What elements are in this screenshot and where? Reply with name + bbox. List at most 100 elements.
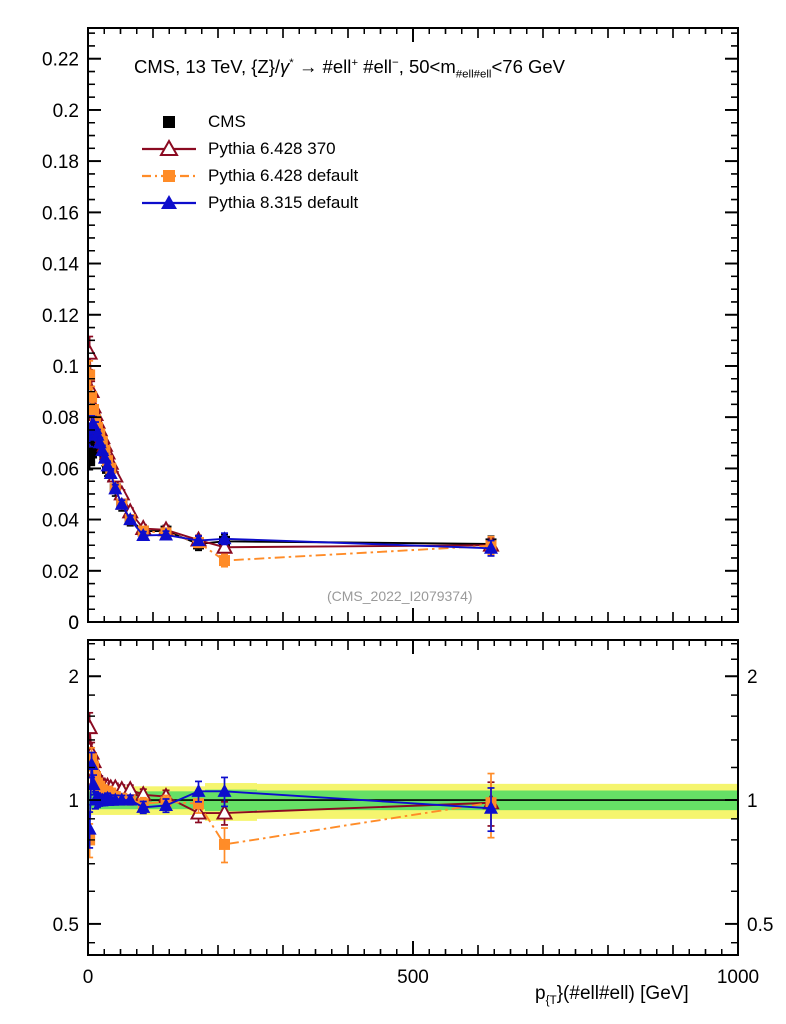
xtick-label: 1000 — [717, 967, 759, 988]
main-ytick-label: 0.02 — [42, 562, 79, 583]
data-marker — [86, 777, 101, 791]
xaxis-label-sub: {T — [545, 993, 557, 1007]
data-marker — [89, 771, 101, 783]
title-part-a: CMS, 13 TeV, {Z}/ — [134, 56, 281, 77]
data-marker — [160, 525, 172, 537]
data-marker — [82, 382, 101, 399]
ratio-band-inner — [88, 791, 205, 810]
data-marker — [102, 785, 113, 797]
title-part-d: <76 GeV — [491, 56, 566, 77]
main-ytick-label: 0.18 — [42, 152, 79, 173]
ratio-ytick-label: 1 — [68, 791, 79, 812]
legend-item-0[interactable]: CMS — [140, 108, 358, 135]
xtick-label: 1000 — [717, 967, 759, 988]
data-marker — [134, 519, 152, 535]
legend-marker-open-triangle — [142, 138, 196, 156]
data-marker — [100, 458, 115, 472]
legend-item-label: CMS — [208, 111, 246, 131]
data-marker — [88, 792, 103, 806]
main-ylabel: Ratio → Z peak region — [26, 227, 50, 437]
data-marker — [108, 792, 123, 806]
data-marker — [91, 777, 103, 789]
data-marker — [97, 792, 112, 806]
data-marker — [99, 785, 111, 797]
series-line — [88, 727, 492, 814]
data-marker — [102, 462, 113, 474]
data-marker — [219, 838, 230, 850]
legend-item-2[interactable]: Pythia 6.428 default — [140, 162, 358, 189]
data-marker — [113, 484, 131, 501]
main-ytick-label: 0.16 — [42, 203, 79, 224]
data-marker — [160, 527, 172, 539]
header-right: Z (Drell-Yan) — [630, 3, 738, 24]
rivet-credit: Rivet 4.1.0, ≥ 2.7M events — [764, 117, 779, 268]
ratio-band-outer — [257, 783, 738, 819]
main-ytick-label: 0 — [68, 613, 79, 634]
ratio-band-inner — [205, 789, 257, 812]
main-ytick-label: 0.02 — [42, 562, 79, 583]
series-line — [88, 427, 492, 545]
ratio-frame-top — [87, 639, 739, 956]
data-marker — [96, 435, 108, 447]
ratio-ytick-label: 0.5 — [53, 915, 79, 936]
data-marker — [98, 443, 117, 460]
ratio-ytick-label: 1 — [68, 791, 79, 812]
ratio-ylabel: Ratio to CMS — [44, 759, 61, 848]
data-marker — [99, 444, 111, 456]
data-marker — [82, 821, 97, 835]
data-marker — [84, 418, 99, 432]
series-CMS — [84, 417, 497, 553]
legend-item-3[interactable]: Pythia 8.315 default — [140, 189, 358, 216]
title-part-b: #ell — [358, 56, 392, 77]
ratio-ytick-label: 0.5 — [53, 915, 79, 936]
data-marker — [159, 527, 173, 541]
data-marker — [84, 757, 99, 771]
ratio-band-outer — [205, 783, 257, 821]
data-marker — [84, 455, 96, 467]
data-marker — [103, 466, 118, 479]
mcplots-credit-text: mcplots.cern.ch [arXiv:2401.10621] — [764, 424, 779, 628]
legend-item-1[interactable]: Pythia 6.428 370 — [140, 135, 358, 162]
analysis-watermark: (CMS_2022_I2079374) — [327, 588, 473, 604]
legend-item-label: Pythia 6.428 370 — [208, 138, 336, 158]
main-ytick-label: 0.06 — [42, 459, 79, 480]
data-marker — [193, 537, 204, 549]
data-marker — [116, 792, 128, 804]
xtick-label: 0 — [83, 967, 94, 988]
star-symbol: * — [289, 56, 294, 69]
main-ylabel-text: Ratio → Z peak region — [26, 226, 49, 437]
main-ytick-label: 0.22 — [42, 50, 79, 71]
data-marker — [124, 514, 136, 526]
data-marker — [94, 437, 106, 449]
data-marker — [137, 525, 149, 537]
data-marker — [482, 535, 500, 552]
data-marker — [191, 533, 206, 547]
data-marker — [193, 538, 204, 550]
data-marker — [109, 791, 121, 803]
data-marker — [108, 481, 123, 495]
data-marker — [82, 743, 101, 760]
data-marker — [485, 540, 497, 552]
data-marker — [95, 792, 110, 806]
ratio-ytick-label-right: 2 — [747, 667, 758, 688]
data-marker — [157, 520, 175, 537]
main-ytick-label: 0.04 — [42, 511, 79, 532]
data-marker — [88, 421, 103, 435]
series-Pythia-6-428-370 — [81, 711, 500, 827]
data-marker — [86, 762, 105, 779]
data-marker — [88, 760, 100, 772]
data-marker — [94, 780, 106, 792]
data-marker — [114, 792, 129, 806]
data-marker — [96, 442, 108, 454]
data-marker — [114, 496, 129, 510]
mcplots-credit: mcplots.cern.ch [arXiv:2401.10621] — [764, 424, 779, 628]
main-ytick-label: 0.16 — [42, 203, 79, 224]
data-marker — [82, 427, 97, 441]
data-marker — [103, 792, 118, 806]
data-marker — [219, 555, 230, 567]
data-marker — [482, 793, 500, 810]
series-line — [88, 764, 492, 830]
data-marker — [124, 514, 136, 526]
